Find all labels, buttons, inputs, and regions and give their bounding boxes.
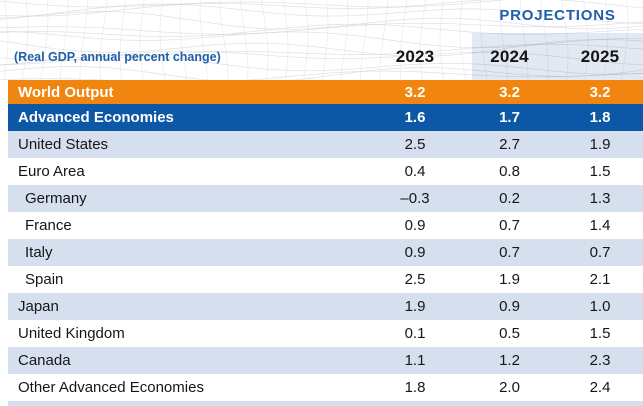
value-2023: 0.9 bbox=[404, 244, 426, 261]
value-2024: 1.9 bbox=[499, 271, 520, 288]
row-label: United Kingdom bbox=[18, 325, 125, 342]
row-label: Japan bbox=[18, 298, 59, 315]
value-2024: 0.5 bbox=[499, 325, 520, 342]
value-2025: 0.7 bbox=[589, 244, 611, 261]
value-2023: 1.1 bbox=[404, 352, 426, 369]
value-2023: 1.9 bbox=[404, 298, 426, 315]
value-2025: 1.8 bbox=[589, 109, 611, 126]
row-label: Euro Area bbox=[18, 163, 85, 180]
table-row-euro-area: Euro Area 0.4 0.8 1.5 bbox=[8, 158, 643, 185]
value-2024: 1.2 bbox=[499, 352, 520, 369]
table-header-row: (Real GDP, annual percent change) 2023 2… bbox=[8, 33, 643, 80]
row-label: United States bbox=[18, 136, 109, 153]
value-2023: 1.8 bbox=[404, 379, 426, 396]
table-row-canada: Canada 1.1 1.2 2.3 bbox=[8, 347, 643, 374]
table-row-spain: Spain 2.5 1.9 2.1 bbox=[8, 266, 643, 293]
unit-label: (Real GDP, annual percent change) bbox=[14, 49, 221, 64]
value-2024: 1.7 bbox=[499, 109, 520, 126]
value-2024: 2.7 bbox=[499, 136, 520, 153]
value-2024: 0.7 bbox=[499, 217, 520, 234]
value-2025: 2.4 bbox=[589, 379, 611, 396]
value-2023: –0.3 bbox=[400, 190, 430, 207]
value-2024: 0.2 bbox=[499, 190, 520, 207]
table-row-france: France 0.9 0.7 1.4 bbox=[8, 212, 643, 239]
year-header-2025: 2025 bbox=[580, 46, 620, 66]
year-header-2024: 2024 bbox=[490, 46, 529, 66]
table-row-world-output: World Output 3.2 3.2 3.2 bbox=[8, 80, 643, 104]
value-2025: 3.2 bbox=[589, 83, 611, 101]
row-label: Canada bbox=[18, 352, 71, 369]
value-2024: 0.8 bbox=[499, 163, 520, 180]
row-label: World Output bbox=[18, 83, 114, 101]
table-row-japan: Japan 1.9 0.9 1.0 bbox=[8, 293, 643, 320]
table-row-advanced-economies: Advanced Economies 1.6 1.7 1.8 bbox=[8, 104, 643, 131]
table-row-italy: Italy 0.9 0.7 0.7 bbox=[8, 239, 643, 266]
value-2023: 1.6 bbox=[404, 109, 426, 126]
year-header-2023: 2023 bbox=[395, 46, 435, 66]
value-2023: 2.5 bbox=[404, 136, 426, 153]
value-2025: 1.5 bbox=[589, 325, 611, 342]
partial-next-row bbox=[8, 401, 643, 406]
row-label: Advanced Economies bbox=[18, 109, 174, 126]
value-2025: 2.3 bbox=[589, 352, 611, 369]
value-2025: 1.0 bbox=[589, 298, 611, 315]
value-2025: 1.3 bbox=[589, 190, 611, 207]
value-2024: 0.9 bbox=[499, 298, 520, 315]
value-2023: 0.4 bbox=[404, 163, 426, 180]
value-2024: 2.0 bbox=[499, 379, 520, 396]
value-2025: 1.5 bbox=[589, 163, 611, 180]
table-row-germany: Germany –0.3 0.2 1.3 bbox=[8, 185, 643, 212]
table-row-other-advanced-economies: Other Advanced Economies 1.8 2.0 2.4 bbox=[8, 374, 643, 401]
table-row-united-kingdom: United Kingdom 0.1 0.5 1.5 bbox=[8, 320, 643, 347]
table-body: World Output 3.2 3.2 3.2 Advanced Econom… bbox=[8, 80, 643, 406]
value-2025: 1.9 bbox=[589, 136, 611, 153]
table-row-united-states: United States 2.5 2.7 1.9 bbox=[8, 131, 643, 158]
value-2025: 1.4 bbox=[589, 217, 611, 234]
value-2023: 0.1 bbox=[404, 325, 426, 342]
value-2024: 0.7 bbox=[499, 244, 520, 261]
value-2025: 2.1 bbox=[589, 271, 611, 288]
value-2023: 2.5 bbox=[404, 271, 426, 288]
value-2023: 0.9 bbox=[404, 217, 426, 234]
row-label: Germany bbox=[25, 190, 87, 207]
value-2023: 3.2 bbox=[404, 83, 426, 101]
row-label: Italy bbox=[25, 244, 53, 261]
row-label: Other Advanced Economies bbox=[18, 379, 204, 396]
row-label: France bbox=[25, 217, 72, 234]
row-label: Spain bbox=[25, 271, 64, 288]
value-2024: 3.2 bbox=[499, 83, 520, 101]
projections-heading: PROJECTIONS bbox=[499, 7, 616, 24]
